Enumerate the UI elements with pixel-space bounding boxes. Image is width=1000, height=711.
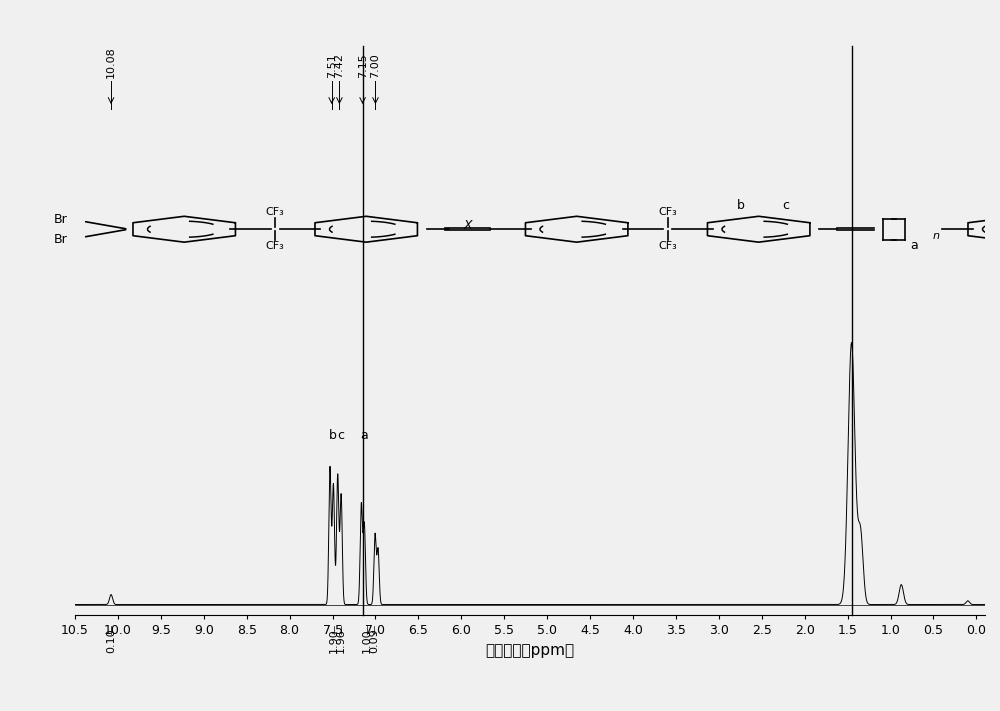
Text: 7.42: 7.42 <box>334 53 344 78</box>
Text: 1.00: 1.00 <box>362 629 372 653</box>
Text: CF₃: CF₃ <box>266 208 285 218</box>
Text: a: a <box>911 239 918 252</box>
Text: c: c <box>782 199 789 213</box>
Text: c: c <box>337 429 344 442</box>
Text: X: X <box>463 219 472 232</box>
Text: 1.96: 1.96 <box>336 629 346 653</box>
Text: 0.09: 0.09 <box>369 629 379 653</box>
Text: 1.90: 1.90 <box>329 629 339 653</box>
X-axis label: 化学位移（ppm）: 化学位移（ppm） <box>485 643 575 658</box>
Text: 7.15: 7.15 <box>358 53 368 78</box>
Text: n: n <box>933 230 940 241</box>
Text: a: a <box>360 429 368 442</box>
Text: Br: Br <box>53 232 67 246</box>
Text: CF₃: CF₃ <box>658 241 677 251</box>
Text: Br: Br <box>53 213 67 226</box>
Text: 7.00: 7.00 <box>370 53 380 78</box>
Text: 0.10: 0.10 <box>106 629 116 653</box>
Text: CF₃: CF₃ <box>658 208 677 218</box>
Text: b: b <box>329 429 336 442</box>
Text: 7.51: 7.51 <box>327 53 337 78</box>
Text: b: b <box>737 199 744 213</box>
Text: CF₃: CF₃ <box>266 241 285 251</box>
Text: 10.08: 10.08 <box>106 46 116 78</box>
